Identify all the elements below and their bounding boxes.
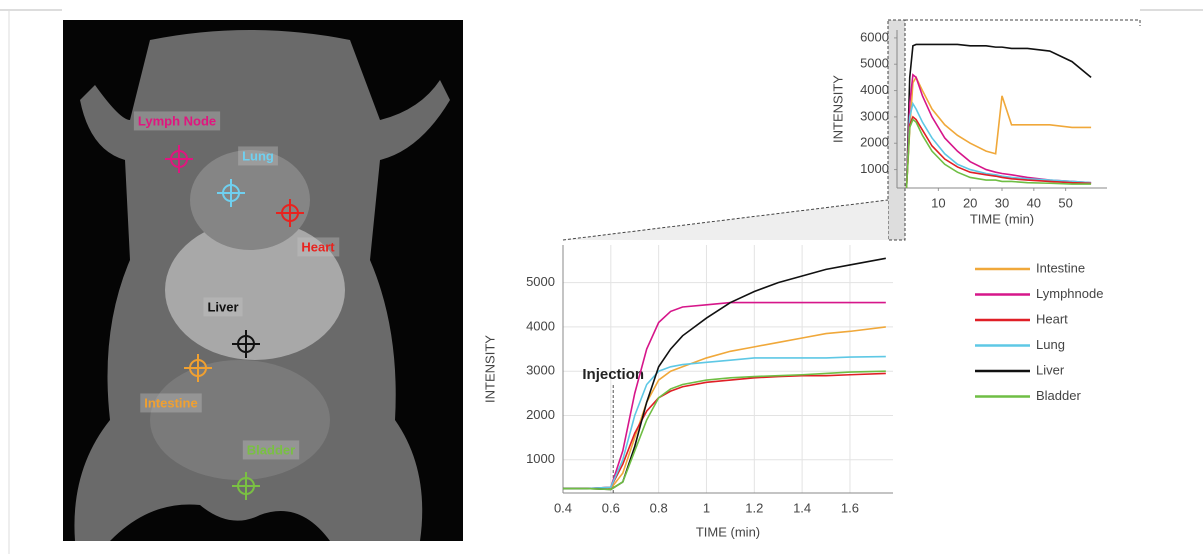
x-tick-label: 1.2 <box>745 500 763 515</box>
y-tick-label: 1000 <box>860 161 889 176</box>
crosshair <box>276 199 304 227</box>
label-box <box>238 146 278 166</box>
label-box <box>203 297 243 317</box>
legend-label: Lymphnode <box>1036 286 1103 301</box>
series-line <box>905 101 1092 189</box>
y-tick-label: 4000 <box>526 318 555 333</box>
x-tick-label: 1.4 <box>793 500 811 515</box>
label: Heart <box>301 239 335 254</box>
series-line <box>563 301 886 490</box>
x-tick-label: 1.6 <box>841 500 859 515</box>
series-line <box>905 115 1092 189</box>
crosshair <box>232 472 260 500</box>
label: Bladder <box>247 442 295 457</box>
crosshair <box>217 179 245 207</box>
series-line <box>563 355 886 490</box>
label: Lymph Node <box>138 113 216 128</box>
x-tick-label: 40 <box>1027 195 1041 210</box>
y-tick-label: 5000 <box>526 274 555 289</box>
y-tick-label: 2000 <box>526 407 555 422</box>
label-box <box>242 440 300 460</box>
label-box <box>133 111 221 131</box>
legend-label: Liver <box>1036 362 1065 377</box>
x-tick-label: 20 <box>963 195 977 210</box>
crosshair <box>232 330 260 358</box>
x-tick-label: 0.6 <box>602 500 620 515</box>
x-tick-label: 0.8 <box>650 500 668 515</box>
mouse-image <box>63 20 463 541</box>
zoom-guides <box>562 19 1141 241</box>
y-tick-label: 5000 <box>860 56 889 71</box>
series-line <box>905 73 1092 189</box>
y-tick-label: 6000 <box>860 29 889 44</box>
series-line <box>563 326 886 490</box>
legend-label: Lung <box>1036 337 1065 352</box>
crosshair <box>184 354 212 382</box>
label: Liver <box>207 299 238 314</box>
x-axis-label: TIME (min) <box>970 211 1034 226</box>
label: Lung <box>242 148 274 163</box>
series-line <box>905 118 1092 189</box>
label: Intestine <box>144 395 197 410</box>
x-tick-label: 0.4 <box>554 500 572 515</box>
series-line <box>563 370 886 491</box>
x-axis-label: TIME (min) <box>696 524 760 539</box>
y-axis-label: INTENSITY <box>482 335 497 403</box>
series-line <box>905 43 1092 189</box>
y-tick-label: 3000 <box>526 363 555 378</box>
series-line <box>563 372 886 490</box>
series-line <box>905 75 1092 189</box>
annotation: Injection <box>582 366 644 383</box>
x-tick-label: 50 <box>1058 195 1072 210</box>
legend-label: Intestine <box>1036 260 1085 275</box>
x-tick-label: 10 <box>931 195 945 210</box>
y-tick-label: 2000 <box>860 135 889 150</box>
y-axis-label: INTENSITY <box>830 75 845 143</box>
legend-label: Bladder <box>1036 388 1081 403</box>
y-tick-label: 1000 <box>526 451 555 466</box>
label-box <box>297 237 340 257</box>
crosshair <box>165 145 193 173</box>
legend-label: Heart <box>1036 311 1068 326</box>
x-tick-label: 1 <box>703 500 710 515</box>
label-box <box>140 393 202 413</box>
y-tick-label: 4000 <box>860 82 889 97</box>
y-tick-label: 3000 <box>860 108 889 123</box>
x-tick-label: 30 <box>995 195 1009 210</box>
